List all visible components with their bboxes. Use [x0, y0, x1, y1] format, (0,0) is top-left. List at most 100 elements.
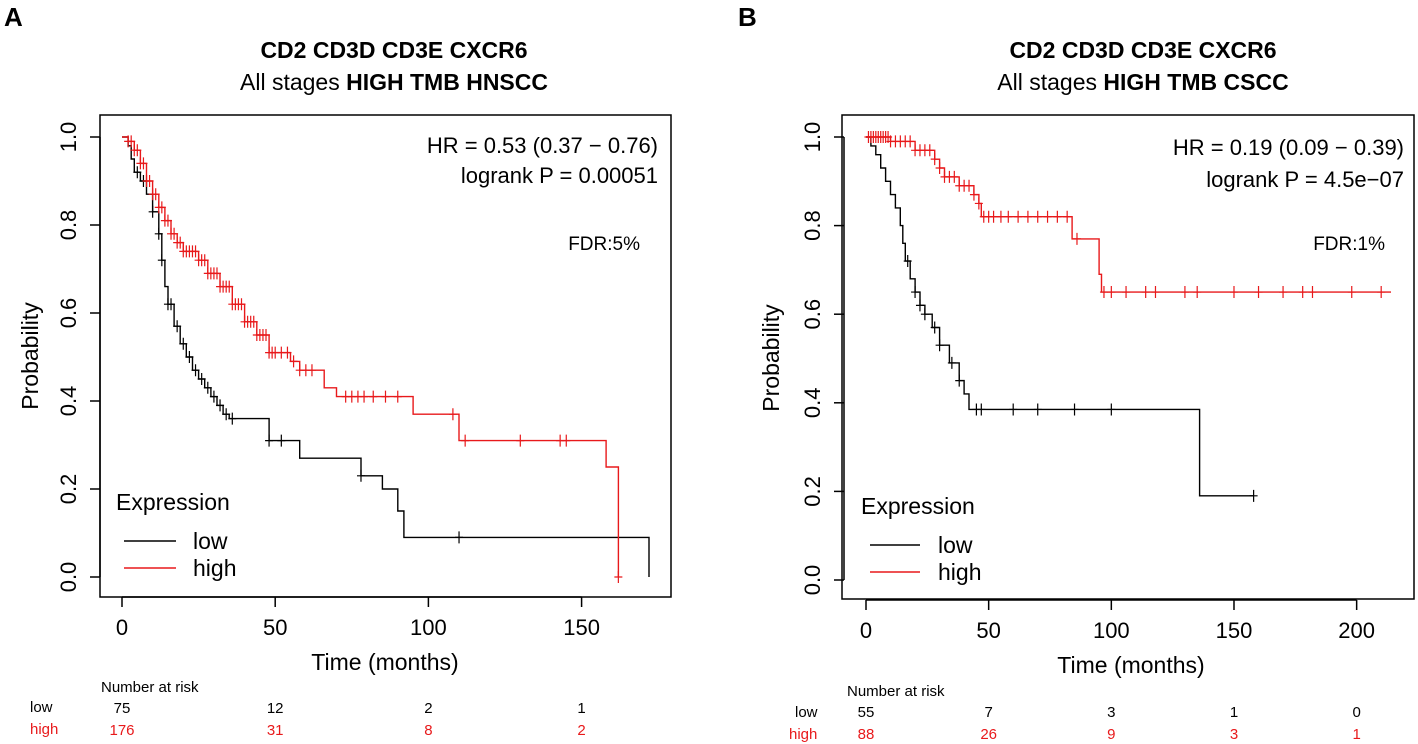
panel-a-censor-high	[163, 214, 172, 227]
panel-b-x-tick-label: 50	[976, 618, 1000, 643]
panel-b-legend-high: high	[938, 559, 981, 585]
panel-a-risk-low-value: 1	[577, 700, 585, 717]
panel-b-risk-label-low: low	[795, 704, 818, 721]
panel-a-censor-high	[139, 157, 148, 170]
panel-a-y-tick-label: 1.0	[56, 122, 81, 153]
panel-a-curves	[122, 135, 650, 583]
panel-b-risk-low-value: 55	[858, 704, 875, 721]
panel-b-risk-label-high: high	[789, 726, 817, 743]
panel-b-censor-high	[1347, 286, 1356, 299]
panel-b-censor-high	[1377, 286, 1386, 299]
panel-b-censor-high	[1141, 286, 1150, 299]
panel-a-risk-values: 75 12 2 1 176 31 8 2	[109, 700, 585, 739]
panel-a-censor-high	[562, 434, 571, 447]
panel-b-censor-high	[1099, 286, 1108, 299]
panel-a-censor-low	[197, 373, 206, 385]
panel-b-censor-high	[989, 210, 998, 223]
panel-b-risk-high-value: 26	[980, 726, 997, 743]
panel-b-y-tick-label: 0.4	[800, 388, 825, 419]
panel-b-risk-high-value: 3	[1230, 726, 1238, 743]
panel-a-censor-low	[148, 205, 157, 218]
panel-a-censor-high	[393, 390, 402, 403]
panel-b-y-tick-label: 1.0	[800, 122, 825, 153]
panel-a-x-tick-label: 150	[563, 615, 600, 640]
panel-a-y-tick-label: 0.8	[56, 210, 81, 241]
panel-b-x-label: Time (months)	[1057, 652, 1204, 678]
panel-a-censor-high	[461, 434, 470, 447]
panel-a-x-label: Time (months)	[311, 649, 458, 675]
panel-a-logrank-p: logrank P = 0.00051	[461, 163, 658, 188]
panel-a-censor-low	[157, 254, 166, 267]
panel-b-risk-high-value: 1	[1352, 726, 1360, 743]
panel-b-censor-low	[947, 356, 956, 369]
panel-b-curve-low	[866, 136, 1254, 497]
panel-a-legend-low: low	[193, 528, 228, 554]
panel-b-censor-low	[1070, 403, 1079, 416]
panel-b-censor-low	[977, 403, 986, 416]
panel-b-censor-high	[925, 144, 934, 157]
panel-a-censor-high	[249, 315, 258, 328]
panel-a-title-line2-normal: All stages	[240, 69, 346, 95]
panel-b-censor-low	[1033, 403, 1042, 416]
panel-a-risk-low-value: 2	[424, 700, 432, 717]
panel-a-title-line2: All stages HIGH TMB HNSCC	[240, 69, 548, 95]
panel-b-censor-low	[935, 339, 944, 352]
panel-a-risk-high-value: 176	[109, 722, 134, 739]
panel-a-x-axis: 0 50 100 150	[116, 596, 600, 640]
panel-b-censor-low	[930, 321, 939, 334]
panel-b-x-axis: 0 50 100 150 200	[860, 599, 1375, 643]
panel-a-censor-high	[157, 201, 166, 214]
panel-b-y-tick-label: 0.0	[800, 565, 825, 596]
panel-a-censor-low	[185, 351, 194, 363]
panel-a-censor-low	[191, 364, 200, 377]
panel-a-censor-high	[212, 267, 221, 280]
panel-a-censor-high	[381, 390, 390, 403]
panel-a-censor-high	[176, 236, 185, 249]
panel-a-censor-high	[191, 245, 200, 258]
panel-b-censor-high	[1180, 286, 1189, 299]
panel-b-censor-high	[1193, 286, 1202, 299]
panel-a-censor-high	[262, 329, 271, 341]
panel-b-legend: Expression low high	[861, 493, 981, 585]
panel-b-number-at-risk: Number at risk low high 55 7 3 1 0 88 26 9 3 1	[789, 683, 1361, 743]
panel-a-y-tick-label: 0.6	[56, 298, 81, 329]
panel-b-y-tick-label: 0.6	[800, 299, 825, 330]
panel-letter-b: B	[738, 2, 757, 32]
panel-a-censor-high	[200, 254, 209, 267]
panel-a-censor-low	[179, 337, 188, 350]
panel-a-censor-low	[203, 381, 212, 394]
panel-b-censor-high	[1122, 286, 1131, 299]
panel-b-censor-high	[969, 188, 978, 201]
panel-a-title-line1: CD2 CD3D CD3E CXCR6	[260, 37, 527, 63]
panel-a-censor-high	[127, 135, 136, 148]
panel-a-y-tick-label: 0.0	[56, 562, 81, 593]
panel-b-censor-high	[1072, 232, 1081, 245]
panel-a: A CD2 CD3D CD3E CXCR6 All stages HIGH TM…	[4, 2, 672, 739]
panel-a-risk-high-value: 8	[424, 722, 432, 739]
panel-b-censor-low	[920, 308, 929, 321]
panel-a-y-tick-label: 0.2	[56, 474, 81, 505]
panel-b-censor-high	[950, 170, 959, 183]
panel-b-risk-values: 55 7 3 1 0 88 26 9 3 1	[858, 704, 1361, 743]
panel-a-number-at-risk: Number at risk low high 75 12 2 1 176 31 8 2	[30, 679, 586, 739]
panel-b-x-tick-label: 150	[1216, 618, 1253, 643]
panel-a-risk-high-value: 2	[577, 722, 585, 739]
panel-a-fdr: FDR:5%	[568, 234, 640, 255]
panel-a-censor-low	[173, 320, 182, 333]
panel-a-censor-high	[237, 298, 246, 311]
panel-b-title-line1: CD2 CD3D CD3E CXCR6	[1009, 37, 1276, 63]
panel-b-title-line2-bold: HIGH TMB CSCC	[1103, 69, 1288, 95]
panel-a-censor-high	[369, 390, 378, 403]
panel-b-plot-frame	[841, 114, 1415, 600]
panel-b-censor-high	[1014, 210, 1023, 223]
panel-a-y-label: Probability	[17, 302, 43, 410]
panel-a-censor-low	[228, 412, 237, 425]
panel-a-censor-high	[283, 346, 292, 359]
panel-b-risk-low-value: 1	[1230, 704, 1238, 721]
panel-b-censor-high	[1043, 210, 1052, 223]
panel-a-risk-low-value: 12	[267, 700, 284, 717]
panel-b-censor-high	[1308, 286, 1317, 299]
panel-a-censor-low	[154, 227, 163, 240]
panel-b-curves	[864, 131, 1391, 502]
